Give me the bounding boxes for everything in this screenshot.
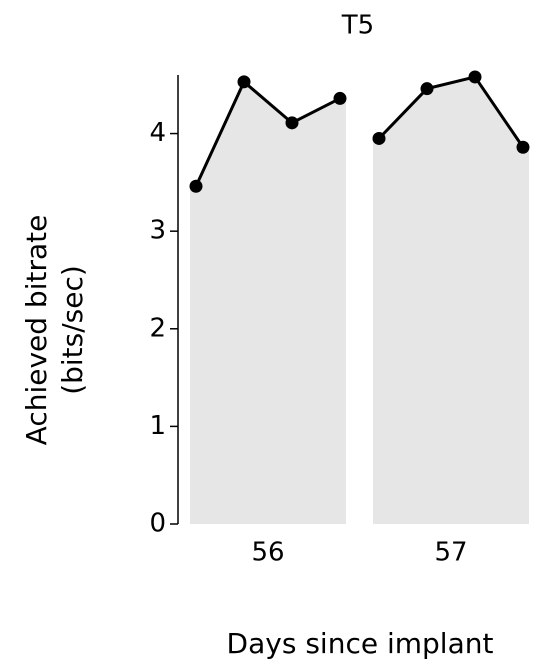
y-axis-label-line: Achieved bitrate xyxy=(20,215,53,446)
data-point xyxy=(420,82,434,96)
chart-title: T5 xyxy=(341,11,374,41)
y-tick-label: 3 xyxy=(149,216,166,246)
data-point xyxy=(468,70,482,84)
data-point xyxy=(516,140,530,154)
data-point xyxy=(237,75,251,89)
data-point xyxy=(285,116,299,130)
data-point xyxy=(372,131,386,145)
x-tick-label: 56 xyxy=(251,538,284,568)
data-point xyxy=(189,179,203,193)
y-axis-label-line: (bits/sec) xyxy=(56,265,89,395)
y-tick-label: 1 xyxy=(149,411,166,441)
series-line xyxy=(194,79,341,187)
data-point xyxy=(333,91,347,105)
x-axis-label: Days since implant xyxy=(227,627,494,660)
panel-area xyxy=(190,81,346,524)
y-tick-label: 4 xyxy=(149,118,166,148)
x-tick-label: 57 xyxy=(434,538,467,568)
y-tick-label: 2 xyxy=(149,313,166,343)
y-tick-label: 0 xyxy=(149,509,166,539)
panel-area xyxy=(373,76,529,524)
y-axis-label: Achieved bitrate (bits/sec) xyxy=(20,215,89,446)
series-line xyxy=(377,75,525,149)
